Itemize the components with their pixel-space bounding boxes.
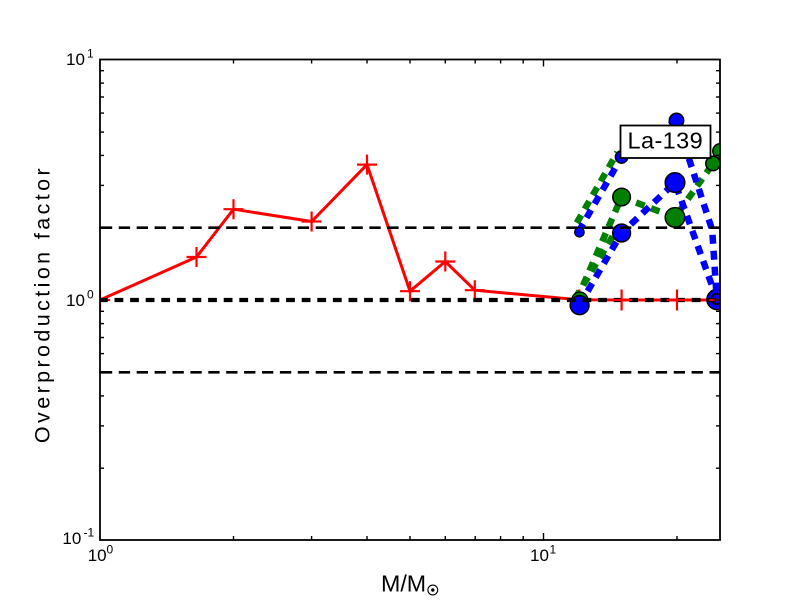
svg-text:10: 10 (66, 291, 85, 310)
svg-text:10: 10 (88, 546, 107, 565)
svg-text:0: 0 (107, 542, 114, 556)
svg-text:M/M: M/M (381, 571, 426, 597)
svg-text:-1: -1 (84, 526, 95, 540)
svg-text:Overproduction factor: Overproduction factor (31, 165, 55, 443)
svg-text:1: 1 (87, 47, 94, 61)
svg-text:10: 10 (66, 50, 85, 69)
svg-text:1: 1 (550, 542, 557, 556)
svg-text:10: 10 (530, 546, 549, 565)
svg-text:0: 0 (87, 287, 94, 301)
svg-text:10: 10 (62, 529, 81, 548)
svg-text:La-139: La-139 (628, 127, 704, 153)
